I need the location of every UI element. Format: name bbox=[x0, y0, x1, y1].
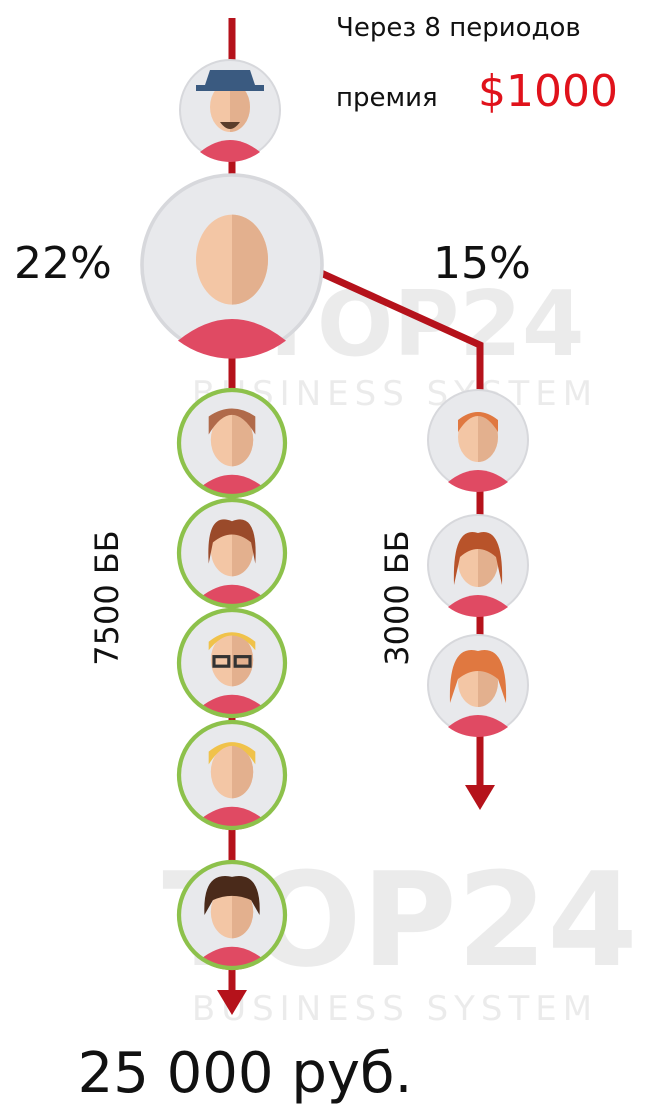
main-avatar bbox=[140, 173, 324, 361]
arrow bbox=[217, 990, 247, 1015]
avatar bbox=[427, 389, 529, 493]
left-percent: 22% bbox=[14, 238, 112, 289]
result: 25 000 руб. bbox=[78, 1041, 413, 1104]
right-percent: 15% bbox=[433, 238, 531, 289]
avatar bbox=[176, 387, 288, 500]
avatar bbox=[176, 607, 288, 720]
avatar bbox=[176, 719, 288, 832]
avatar bbox=[176, 497, 288, 610]
left-points: 7500 ББ bbox=[88, 530, 126, 666]
header-line: премия bbox=[336, 83, 438, 113]
avatar bbox=[176, 859, 288, 972]
bonus-amount: $1000 bbox=[478, 66, 618, 117]
header-line: Через 8 периодов bbox=[336, 13, 581, 43]
watermark-tagline: BUSINESS SYSTEM bbox=[192, 989, 598, 1029]
right-points: 3000 ББ bbox=[378, 530, 416, 666]
arrow bbox=[465, 785, 495, 810]
sponsor-avatar bbox=[179, 59, 281, 163]
right-avatars bbox=[427, 389, 529, 738]
avatar bbox=[427, 634, 529, 738]
left-avatars bbox=[176, 387, 288, 972]
avatar bbox=[427, 514, 529, 618]
